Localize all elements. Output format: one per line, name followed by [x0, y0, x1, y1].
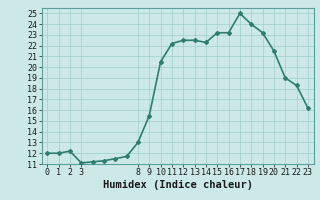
X-axis label: Humidex (Indice chaleur): Humidex (Indice chaleur)	[103, 180, 252, 190]
